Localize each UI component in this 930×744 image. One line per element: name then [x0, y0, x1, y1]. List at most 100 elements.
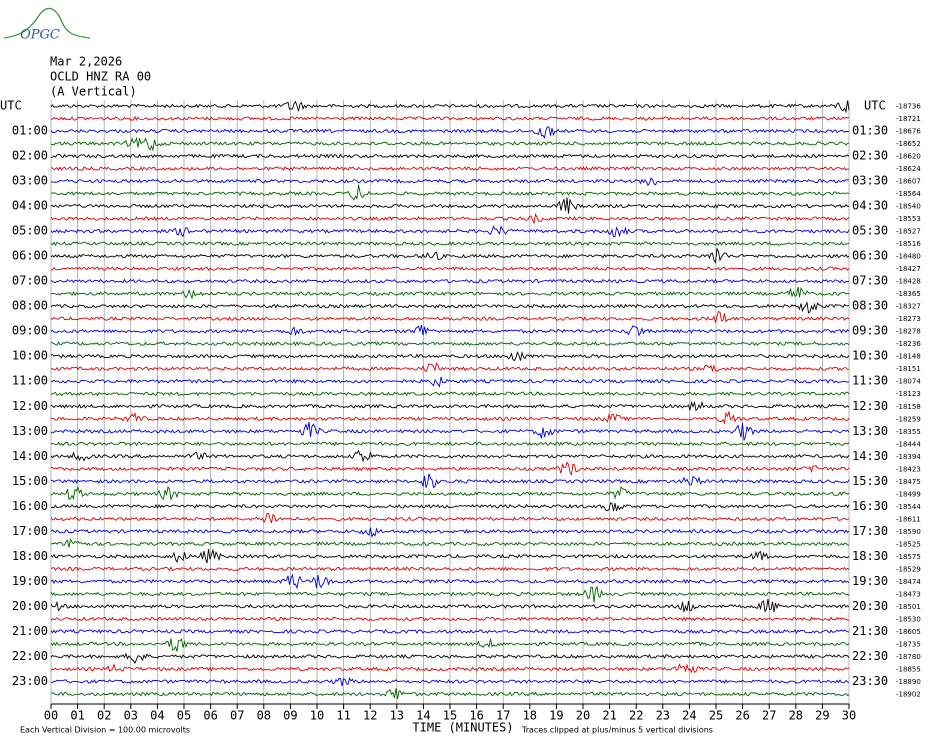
row-offset: -18394	[896, 453, 921, 461]
x-tick-label: 14	[416, 709, 430, 723]
hour-label-left: 08:00	[12, 299, 48, 313]
hour-label-right: 22:30	[852, 649, 888, 663]
hour-label-left: 01:00	[12, 124, 48, 138]
row-offset: -18475	[896, 478, 921, 486]
row-offset: -18605	[896, 628, 921, 636]
x-tick-label: 16	[469, 709, 483, 723]
trace	[50, 485, 850, 501]
hour-label-left: 21:00	[12, 624, 48, 638]
trace	[50, 184, 850, 201]
logo-text: OPGC	[20, 28, 60, 43]
trace	[50, 411, 850, 425]
row-offset: -18652	[896, 140, 921, 148]
trace	[50, 662, 850, 674]
row-offset: -18544	[896, 503, 921, 511]
x-tick-label: 03	[124, 709, 138, 723]
hour-label-left: 04:00	[12, 199, 48, 213]
trace	[50, 598, 850, 613]
hour-label-right: 10:30	[852, 349, 888, 363]
row-offset: -18473	[896, 590, 921, 598]
row-offset: -18365	[896, 290, 921, 298]
trace	[50, 212, 850, 225]
row-offset: -18151	[896, 365, 921, 373]
x-tick-label: 19	[549, 709, 563, 723]
trace	[50, 197, 850, 214]
hour-label-left: 02:00	[12, 149, 48, 163]
row-offset: -18780	[896, 653, 921, 661]
trace	[50, 376, 850, 388]
hour-label-left: 06:00	[12, 249, 48, 263]
row-offset: -18428	[896, 278, 921, 286]
hour-label-right: 15:30	[852, 474, 888, 488]
x-tick-label: 09	[283, 709, 297, 723]
row-offset: -18736	[896, 103, 921, 111]
hour-label-right: 08:30	[852, 299, 888, 313]
logo: OPGC	[3, 7, 91, 43]
row-offset: -18158	[896, 403, 921, 411]
row-offset: -18480	[896, 253, 921, 261]
row-offset: -18516	[896, 240, 921, 248]
trace	[50, 153, 850, 159]
trace	[50, 538, 850, 548]
title: Mar 2,2026	[50, 55, 122, 69]
x-axis-label: TIME (MINUTES)	[412, 721, 513, 735]
trace	[50, 548, 850, 564]
row-offset: -18611	[896, 515, 921, 523]
row-offset: -18501	[896, 603, 921, 611]
x-tick-label: 11	[336, 709, 350, 723]
row-offset: -18676	[896, 128, 921, 136]
row-offset: -18529	[896, 565, 921, 573]
row-offset: -18721	[896, 115, 921, 123]
row-offset: -18236	[896, 340, 921, 348]
hour-label-left: 05:00	[12, 224, 48, 238]
trace	[50, 676, 850, 687]
row-offset: -18423	[896, 465, 921, 473]
trace	[50, 391, 850, 397]
trace	[50, 585, 850, 603]
hour-label-right: 03:30	[852, 174, 888, 188]
x-tick-label: 24	[682, 709, 696, 723]
hour-label-left: 09:00	[12, 324, 48, 338]
row-offset: -18855	[896, 665, 921, 673]
trace	[50, 310, 850, 323]
row-offset: -18474	[896, 578, 921, 586]
row-offset: -18624	[896, 165, 921, 173]
hour-label-left: 18:00	[12, 549, 48, 563]
trace	[50, 301, 850, 314]
hour-label-right: 20:30	[852, 599, 888, 613]
hour-label-right: 13:30	[852, 424, 888, 438]
hour-label-left: 17:00	[12, 524, 48, 538]
trace	[50, 629, 850, 634]
hour-label-right: 05:30	[852, 224, 888, 238]
hour-label-left: 14:00	[12, 449, 48, 463]
trace	[50, 286, 850, 300]
trace	[50, 473, 850, 489]
row-offset: -18499	[896, 490, 921, 498]
row-offset: -18575	[896, 553, 921, 561]
trace	[50, 573, 850, 590]
hour-label-left: 16:00	[12, 499, 48, 513]
row-offset: -18327	[896, 303, 921, 311]
x-tick-label: 17	[496, 709, 510, 723]
x-tick-label: 12	[363, 709, 377, 723]
y-label-left: UTC	[0, 99, 22, 113]
row-offset: -18530	[896, 615, 921, 623]
trace	[50, 400, 850, 412]
hour-label-right: 14:30	[852, 449, 888, 463]
note: Traces clipped at plus/minus 5 vertical …	[521, 726, 713, 735]
x-tick-label: 00	[44, 709, 58, 723]
x-tick-label: 07	[230, 709, 244, 723]
x-tick-label: 27	[762, 709, 776, 723]
hour-label-left: 22:00	[12, 649, 48, 663]
row-offset: -18123	[896, 390, 921, 398]
x-tick-label: 30	[842, 709, 856, 723]
row-offset: -18590	[896, 528, 921, 536]
trace	[50, 441, 850, 447]
hour-label-right: 12:30	[852, 399, 888, 413]
x-tick-label: 08	[257, 709, 271, 723]
trace	[50, 241, 850, 247]
x-tick-label: 23	[656, 709, 670, 723]
trace	[50, 247, 850, 264]
trace	[50, 136, 850, 152]
hour-label-right: 23:30	[852, 674, 888, 688]
